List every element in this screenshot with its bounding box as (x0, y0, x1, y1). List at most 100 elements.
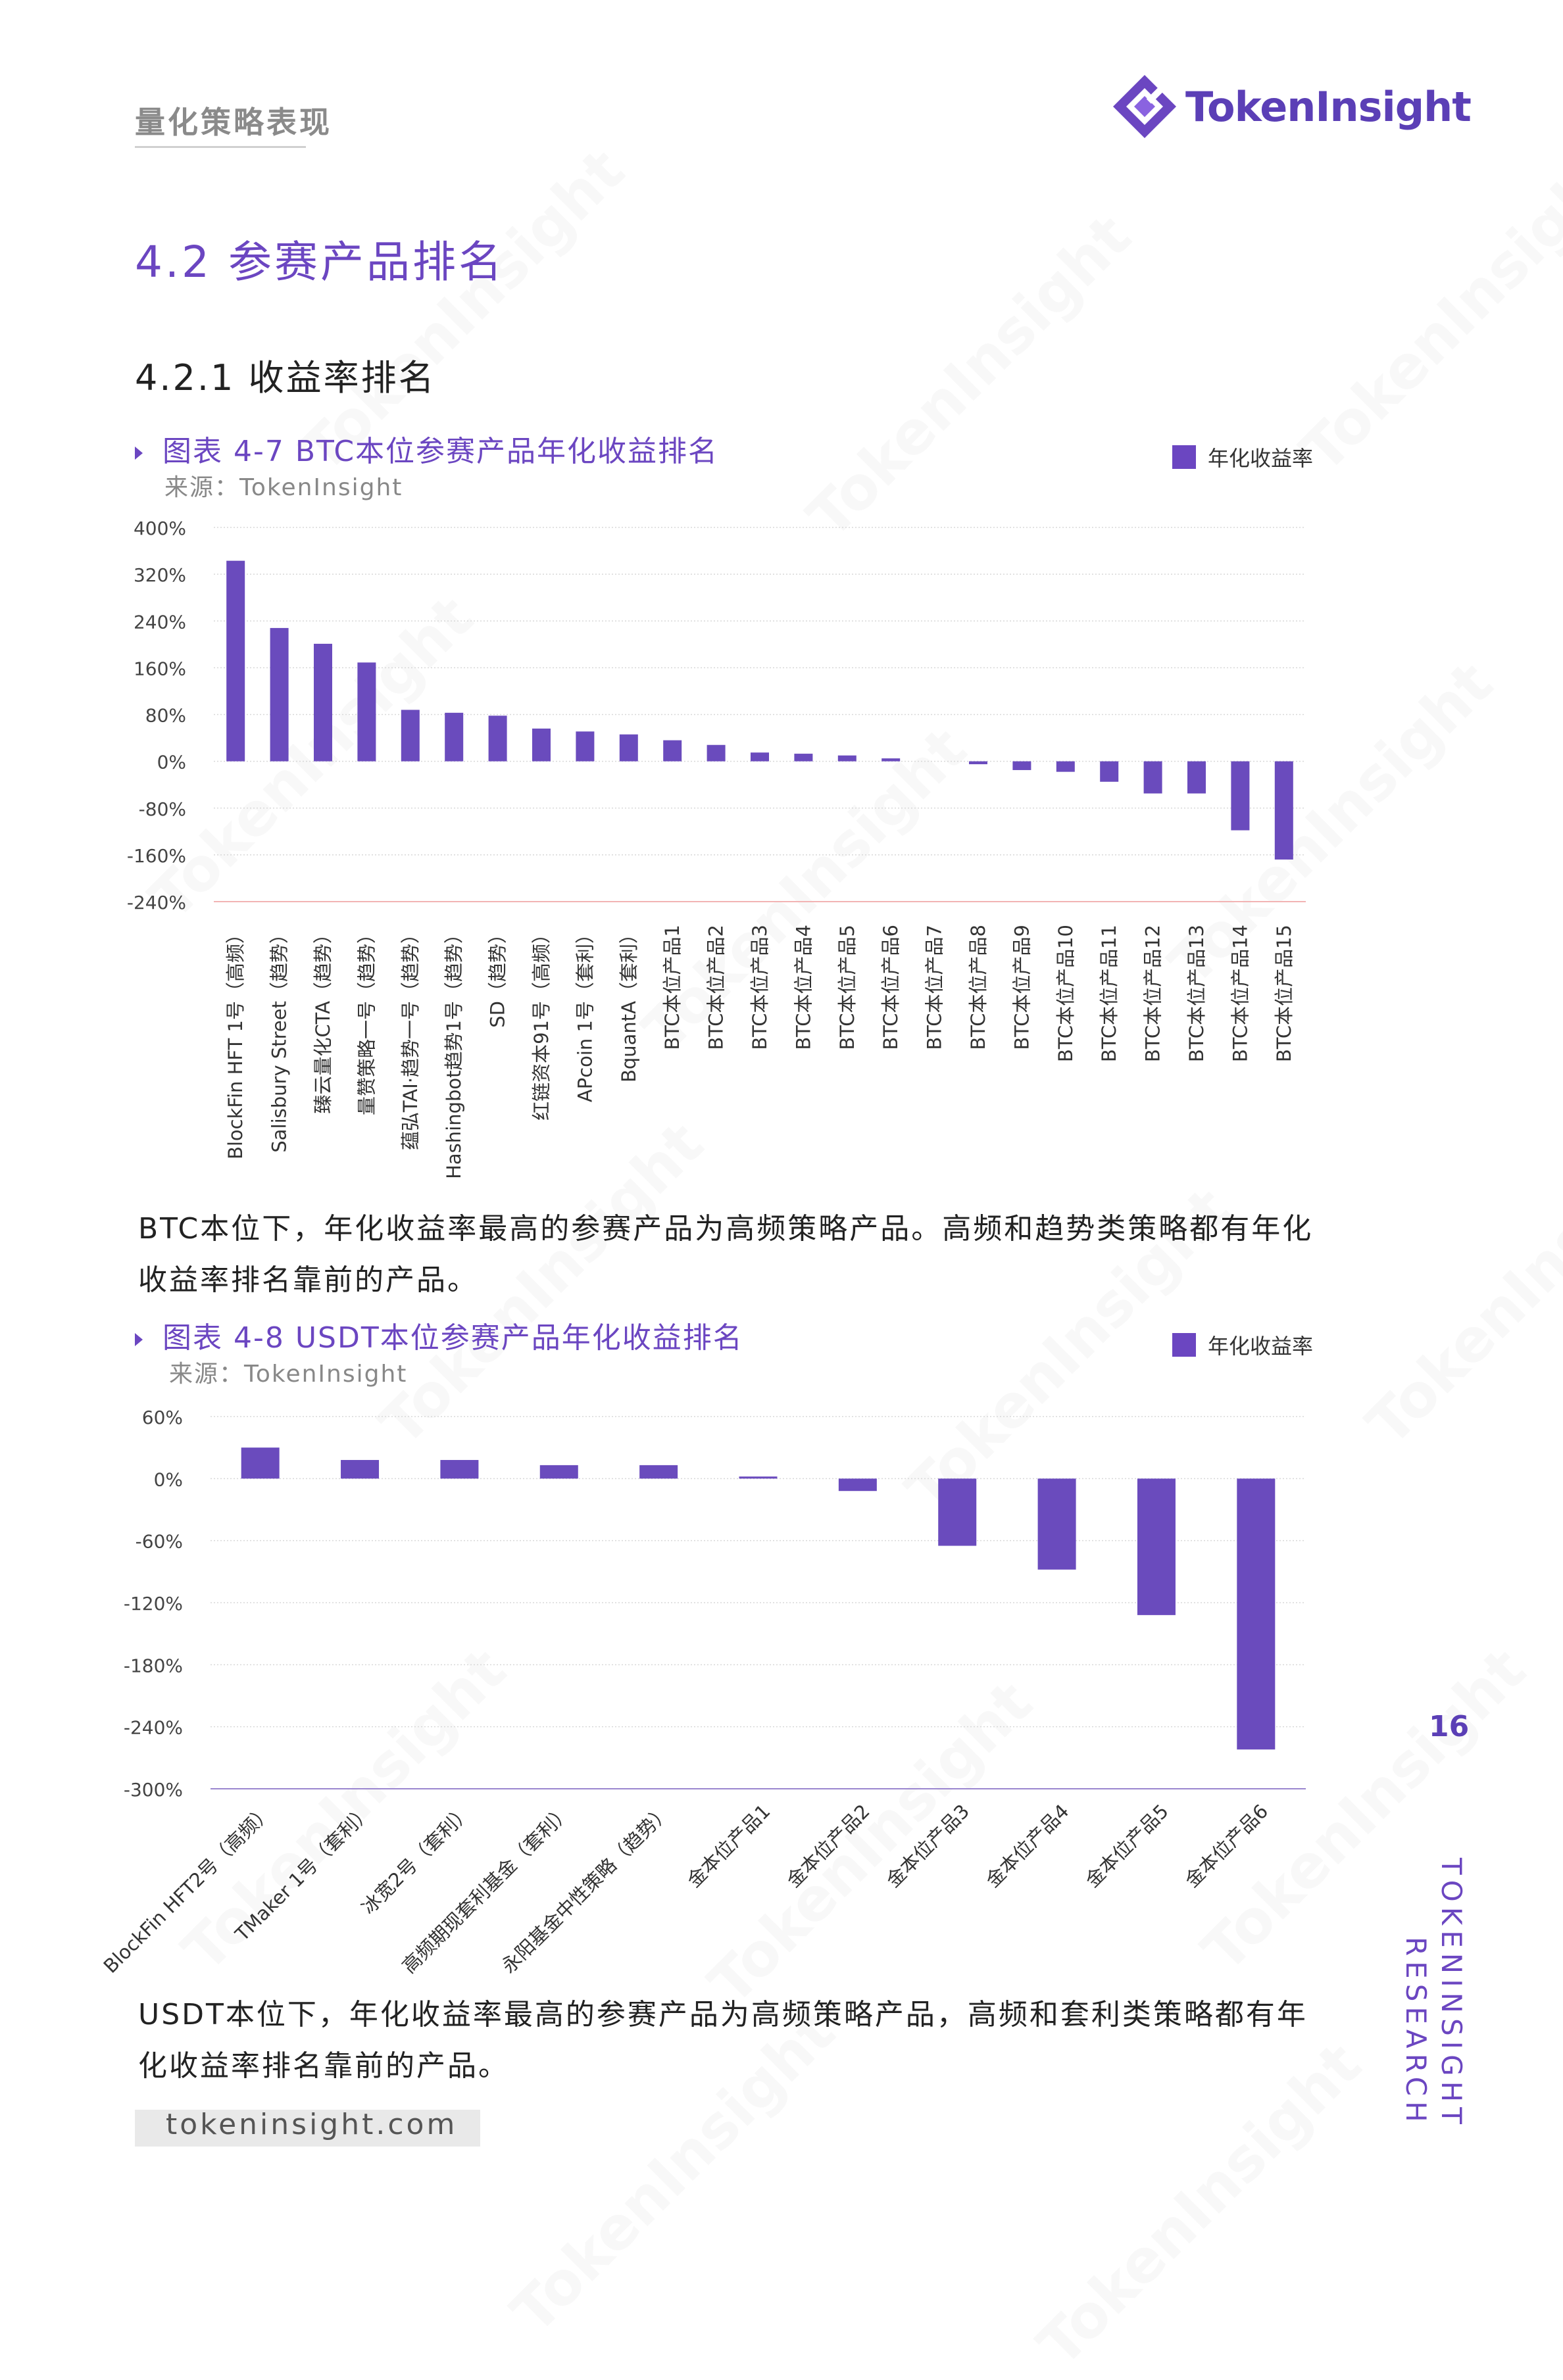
x-tick-label: 金本位产品2 (782, 1800, 874, 1892)
usdt-returns-bar-chart: 60% 0% -60% -120% -180% -240% -300%BlockFin HF… (99, 1407, 1306, 1978)
bar (1137, 1478, 1176, 1615)
x-tick-label: BTC本位产品5 (836, 925, 858, 1050)
section-title: 4.2 参赛产品排名 (135, 237, 505, 287)
x-tick-label: 金本位产品5 (1081, 1800, 1173, 1892)
y-tick-label: 320% (134, 564, 186, 586)
bar (639, 1465, 678, 1479)
bar (401, 710, 420, 762)
chart-legend-2: 年化收益率 (1172, 1330, 1313, 1360)
bar (1012, 761, 1031, 770)
bar (619, 734, 638, 762)
x-tick-label: BTC本位产品2 (705, 925, 728, 1050)
figure-source-1: 来源：TokenInsight (164, 474, 403, 501)
bar (1237, 1478, 1276, 1750)
bar (751, 752, 769, 762)
y-tick-label: -240% (124, 1717, 183, 1739)
bar (881, 758, 901, 762)
bar (1187, 761, 1206, 794)
x-tick-label: 量赞策略一号（趋势） (355, 925, 378, 1115)
bar (341, 1460, 380, 1479)
x-tick-label: BTC本位产品7 (924, 925, 946, 1050)
bar (1056, 761, 1075, 772)
x-tick-label: BTC本位产品9 (1010, 925, 1033, 1050)
logo-text: TokenInsight (1185, 83, 1472, 131)
footer-url[interactable]: tokeninsight.com (166, 2108, 458, 2141)
y-tick-label: 0% (154, 1469, 183, 1490)
legend-swatch (1172, 1333, 1196, 1357)
y-tick-label: 60% (142, 1407, 183, 1428)
y-tick-label: -160% (127, 845, 186, 867)
bar (739, 1476, 778, 1479)
side-brand-line1: TOKENINSIGHT (1435, 1858, 1468, 2129)
watermark-text: TokenInsight (1353, 1109, 1563, 1459)
bar (270, 627, 289, 762)
bar (226, 560, 245, 762)
caption-arrow-icon (135, 447, 143, 460)
bar (707, 744, 726, 762)
x-tick-label: BTC本位产品10 (1054, 925, 1077, 1062)
y-tick-label: -80% (139, 798, 186, 820)
y-tick-label: 160% (134, 658, 186, 679)
figure-caption-1-text: 图表 4-7 BTC本位参赛产品年化收益排名 (162, 435, 719, 468)
page-number: 16 (1429, 1710, 1470, 1743)
legend-label: 年化收益率 (1208, 1334, 1314, 1359)
x-tick-label: 金本位产品6 (1181, 1800, 1273, 1892)
paragraph-1: BTC本位下，年化收益率最高的参赛产品为高频策略产品。高频和趋势类策略都有年化收… (138, 1212, 1314, 1297)
bar (488, 716, 507, 762)
watermark-text: TokenInsight (1287, 135, 1563, 486)
y-tick-label: -60% (136, 1531, 183, 1553)
bar (837, 755, 856, 762)
subsection-title: 4.2.1 收益率排名 (135, 357, 436, 399)
bar (440, 1460, 479, 1479)
x-tick-label: BTC本位产品3 (749, 925, 771, 1050)
bar (241, 1447, 280, 1479)
x-tick-label: Hashingbot趋势1号（趋势） (443, 925, 465, 1179)
x-tick-label: BTC本位产品11 (1098, 925, 1120, 1062)
y-tick-label: 400% (134, 518, 186, 539)
bar (314, 643, 332, 762)
x-tick-label: Salisbury Street（趋势） (268, 925, 291, 1153)
x-tick-label: BTC本位产品8 (967, 925, 989, 1050)
bar (663, 740, 682, 762)
watermark-text: TokenInsight (794, 201, 1145, 552)
x-tick-label: BTC本位产品12 (1142, 925, 1164, 1062)
footer-bar (135, 2110, 480, 2147)
side-brand-line2: RESEARCH (1400, 1937, 1432, 2127)
logo-mark-icon (1113, 75, 1176, 138)
y-tick-label: 240% (134, 611, 186, 633)
x-tick-label: BTC本位产品6 (880, 925, 902, 1050)
figure-caption-2-text: 图表 4-8 USDT本位参赛产品年化收益排名 (162, 1321, 743, 1355)
figure-caption-2: 图表 4-8 USDT本位参赛产品年化收益排名 (135, 1314, 743, 1356)
x-tick-label: 永阳基金中性策略（趋势） (497, 1800, 675, 1978)
bar (532, 728, 551, 762)
x-tick-label: BTC本位产品15 (1273, 925, 1295, 1062)
paragraph-2: USDT本位下，年化收益率最高的参赛产品为高频策略产品，高频和套利类策略都有年化… (138, 1998, 1308, 2083)
header-divider (135, 146, 306, 148)
x-tick-label: BlockFin HFT2号（高频） (99, 1800, 277, 1978)
bar (938, 1478, 977, 1546)
x-tick-label: APcoin 1号（套利） (574, 925, 596, 1102)
y-tick-label: -240% (127, 892, 186, 913)
legend-label: 年化收益率 (1208, 446, 1314, 471)
x-tick-label: 红链资本91号（高频） (530, 925, 553, 1121)
side-brand: TOKENINSIGHT RESEARCH (1388, 1858, 1480, 2129)
y-tick-label: 80% (145, 705, 186, 727)
x-tick-label: BTC本位产品1 (661, 925, 683, 1050)
bar (1274, 761, 1293, 860)
x-tick-label: 金本位产品1 (683, 1800, 775, 1892)
x-tick-label: BTC本位产品14 (1229, 925, 1251, 1062)
y-tick-label: 0% (157, 752, 186, 773)
y-tick-label: -180% (124, 1655, 183, 1676)
bar (838, 1478, 877, 1492)
bar (1143, 761, 1162, 794)
btc-returns-bar-chart: 400% 320% 240% 160% 80% 0% -80% -160% -240% Block… (127, 518, 1306, 1179)
bar (357, 662, 376, 762)
chart-legend-1: 年化收益率 (1172, 442, 1313, 472)
figure-caption-1: 图表 4-7 BTC本位参赛产品年化收益排名 (135, 427, 718, 470)
x-tick-label: 蕴弘TAI·趋势一号（趋势） (399, 925, 422, 1150)
x-tick-label: 金本位产品3 (882, 1800, 974, 1892)
bar (1100, 761, 1119, 782)
tokeninsight-logo: TokenInsight (1112, 74, 1480, 139)
x-tick-label: 金本位产品4 (981, 1800, 1074, 1892)
header-title: 量化策略表现 (135, 105, 332, 140)
